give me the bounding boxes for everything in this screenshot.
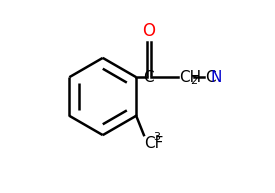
Text: O: O: [142, 22, 155, 40]
Text: C: C: [144, 70, 154, 85]
Text: C: C: [205, 70, 215, 85]
Text: CF: CF: [144, 136, 163, 151]
Text: 2: 2: [190, 76, 197, 86]
Text: CH: CH: [179, 70, 201, 85]
Text: N: N: [210, 70, 221, 85]
Text: 3: 3: [153, 132, 160, 142]
